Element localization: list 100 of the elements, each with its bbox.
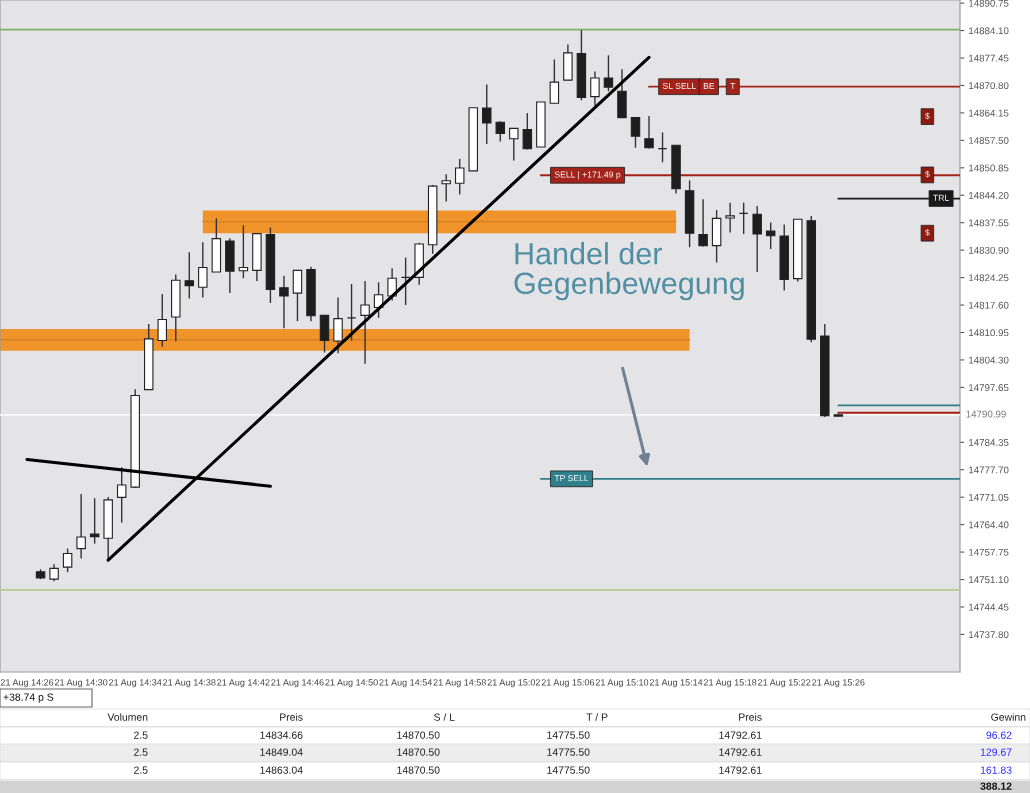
candlestick <box>752 205 762 273</box>
x-tick-label: 21 Aug 14:38 <box>163 679 216 688</box>
candlestick <box>441 173 451 203</box>
y-tick-label: 14804.30 <box>969 356 1009 364</box>
text: 14870.50 <box>397 731 440 739</box>
text: 129.67 <box>980 748 1012 756</box>
y-tick-label: 14751.10 <box>969 576 1009 584</box>
candlestick <box>603 54 614 92</box>
x-tick-label: 21 Aug 14:42 <box>217 679 270 688</box>
text: 161.83 <box>980 766 1012 774</box>
y-tick-label: 14850.85 <box>969 164 1009 172</box>
text: 14870.50 <box>397 766 440 774</box>
text: 96.62 <box>986 731 1012 739</box>
text: Volumen <box>107 713 148 721</box>
candlestick <box>333 296 343 355</box>
annotation: SL SELL <box>662 82 696 89</box>
text: S / L <box>434 713 455 721</box>
y-tick-label: 14757.75 <box>969 548 1009 556</box>
candlestick <box>116 466 127 524</box>
candlestick <box>765 221 776 250</box>
candlestick <box>292 269 303 322</box>
candlestick <box>387 267 397 302</box>
candlestick <box>509 127 519 162</box>
text: 14834.66 <box>260 731 303 739</box>
text: 14863.04 <box>260 766 303 774</box>
x-tick-label: 21 Aug 14:26 <box>0 679 54 688</box>
candlestick <box>198 241 208 299</box>
candlestick <box>76 493 86 560</box>
y-tick-label: 14890.75 <box>969 0 1009 7</box>
text: 14775.50 <box>547 748 590 756</box>
annotation: TRL <box>933 194 949 201</box>
y-tick-label: 14844.20 <box>969 191 1009 199</box>
x-tick-label: 21 Aug 14:46 <box>271 679 324 688</box>
ref-line-label: 14790.99 <box>966 410 1006 418</box>
candlestick <box>184 251 195 300</box>
y-tick-label: 14837.55 <box>969 219 1009 227</box>
text: 2.5 <box>134 766 148 774</box>
candlestick <box>482 83 492 145</box>
y-tick-label: 14744.45 <box>969 603 1009 611</box>
candlestick <box>157 293 168 348</box>
text: +38.74 p S <box>3 693 54 703</box>
y-tick-label: 14864.15 <box>969 109 1009 117</box>
annotation: T <box>730 82 736 89</box>
y-tick-label: 14884.10 <box>969 27 1009 35</box>
annotation: SELL | +171.49 p <box>554 171 621 180</box>
annotation: Handel der Gegenbewegung <box>514 242 744 301</box>
y-tick-label: 14877.45 <box>969 54 1009 62</box>
text: 14792.61 <box>719 766 762 774</box>
text: 14775.50 <box>547 731 590 739</box>
candlestick <box>495 120 506 143</box>
candlestick <box>89 497 100 545</box>
y-tick-label: 14857.50 <box>969 137 1009 144</box>
x-tick-label: 21 Aug 15:14 <box>649 679 703 688</box>
y-tick-label: 14810.95 <box>969 329 1009 337</box>
candlestick <box>454 158 465 196</box>
x-tick-label: 21 Aug 14:34 <box>109 679 162 688</box>
y-tick-label: 14797.65 <box>969 384 1009 392</box>
y-tick-label: 14784.35 <box>969 439 1009 446</box>
x-tick-label: 21 Aug 15:10 <box>595 679 649 688</box>
text: 14792.61 <box>719 748 762 756</box>
candlestick <box>360 280 370 365</box>
text: 2.5 <box>134 748 148 756</box>
x-tick-label: 21 Aug 15:02 <box>487 679 540 688</box>
y-tick-label: 14817.60 <box>969 301 1009 309</box>
x-tick-label: 21 Aug 15:18 <box>703 679 757 688</box>
candlestick <box>279 275 289 329</box>
candlestick <box>698 198 708 248</box>
text: 14792.61 <box>719 731 762 739</box>
text: Gewinn <box>991 713 1026 721</box>
text: 2.5 <box>134 731 148 739</box>
y-tick-label: 14777.70 <box>969 466 1009 474</box>
annotation: BE <box>703 82 715 89</box>
y-tick-label: 14830.90 <box>969 246 1009 254</box>
x-tick-label: 21 Aug 15:26 <box>812 679 865 688</box>
annotation: TP SELL <box>554 475 589 482</box>
y-tick-label: 14824.25 <box>969 274 1009 282</box>
text: Preis <box>739 713 762 721</box>
x-tick-label: 21 Aug 14:58 <box>433 679 486 688</box>
y-tick-label: 14870.80 <box>969 82 1009 90</box>
y-tick-label: 14737.80 <box>969 631 1009 639</box>
annotation: $ <box>925 229 930 237</box>
x-tick-label: 21 Aug 14:30 <box>54 679 108 688</box>
candlestick <box>549 58 560 104</box>
text: 14870.50 <box>397 748 440 756</box>
candlestick <box>725 201 735 234</box>
candlestick <box>590 70 600 107</box>
annotation: $ <box>925 112 930 120</box>
x-tick-label: 21 Aug 14:54 <box>379 679 432 688</box>
y-tick-label: 14771.05 <box>969 493 1009 501</box>
text: 14849.04 <box>260 748 303 756</box>
text: Preis <box>280 713 303 721</box>
candlestick <box>630 116 641 149</box>
candlestick <box>62 547 73 573</box>
x-tick-label: 21 Aug 14:50 <box>325 679 378 688</box>
x-tick-label: 21 Aug 15:06 <box>541 679 595 688</box>
y-tick-label: 14764.40 <box>969 521 1009 529</box>
candlestick <box>522 112 533 151</box>
text: 388.12 <box>980 782 1012 790</box>
candlestick <box>644 115 654 150</box>
text: 14775.50 <box>547 766 590 774</box>
